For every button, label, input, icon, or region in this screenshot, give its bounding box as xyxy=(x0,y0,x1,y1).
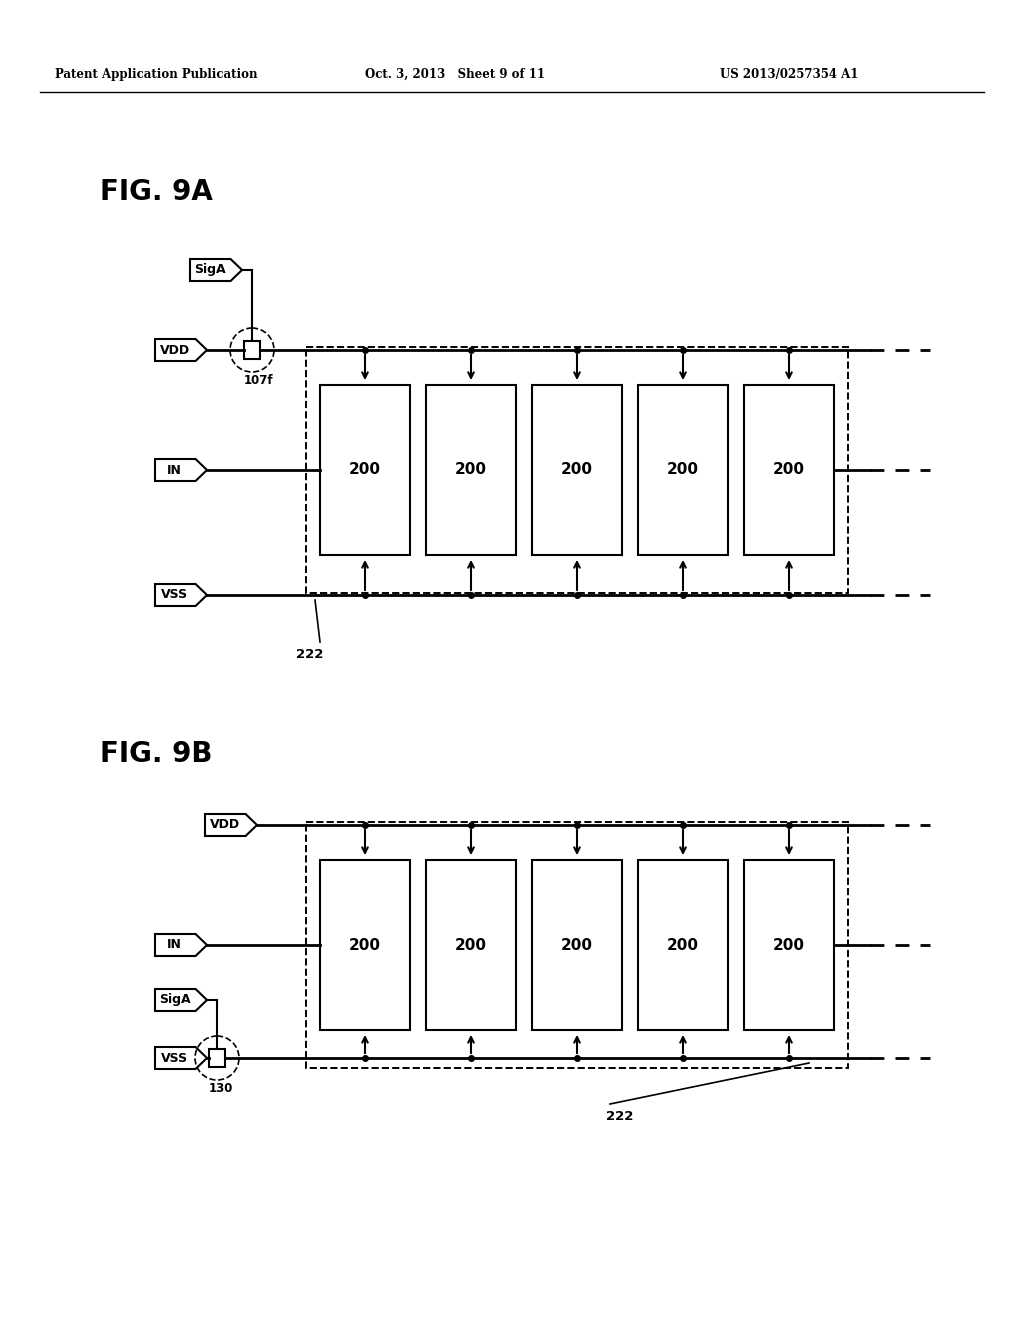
Text: 200: 200 xyxy=(455,462,487,478)
Text: 130: 130 xyxy=(209,1082,233,1096)
Bar xyxy=(744,861,834,1030)
Text: 200: 200 xyxy=(773,462,805,478)
Bar xyxy=(306,347,848,593)
Text: VDD: VDD xyxy=(210,818,240,832)
Text: VSS: VSS xyxy=(161,589,188,602)
Text: SigA: SigA xyxy=(194,264,225,276)
Text: 107f: 107f xyxy=(244,374,273,387)
Bar xyxy=(426,385,516,554)
Text: 200: 200 xyxy=(667,462,699,478)
Text: VDD: VDD xyxy=(160,343,189,356)
Bar xyxy=(638,861,728,1030)
Text: 200: 200 xyxy=(667,937,699,953)
Bar xyxy=(319,861,410,1030)
Bar xyxy=(244,341,260,359)
Bar xyxy=(209,1049,225,1067)
Bar xyxy=(638,385,728,554)
Text: 200: 200 xyxy=(773,937,805,953)
Bar xyxy=(306,822,848,1068)
Bar xyxy=(319,385,410,554)
Bar xyxy=(532,385,622,554)
Text: IN: IN xyxy=(167,463,182,477)
Text: SigA: SigA xyxy=(159,994,190,1006)
Text: 200: 200 xyxy=(561,937,593,953)
Text: FIG. 9B: FIG. 9B xyxy=(100,741,213,768)
Text: FIG. 9A: FIG. 9A xyxy=(100,178,213,206)
Text: Oct. 3, 2013   Sheet 9 of 11: Oct. 3, 2013 Sheet 9 of 11 xyxy=(365,69,545,81)
Text: 222: 222 xyxy=(606,1110,634,1123)
Bar xyxy=(744,385,834,554)
Text: IN: IN xyxy=(167,939,182,952)
Text: 200: 200 xyxy=(561,462,593,478)
Text: 200: 200 xyxy=(455,937,487,953)
Text: 200: 200 xyxy=(349,462,381,478)
Text: 222: 222 xyxy=(296,648,324,661)
Bar xyxy=(426,861,516,1030)
Text: Patent Application Publication: Patent Application Publication xyxy=(55,69,257,81)
Text: VSS: VSS xyxy=(161,1052,188,1064)
Bar xyxy=(532,861,622,1030)
Text: US 2013/0257354 A1: US 2013/0257354 A1 xyxy=(720,69,858,81)
Text: 200: 200 xyxy=(349,937,381,953)
